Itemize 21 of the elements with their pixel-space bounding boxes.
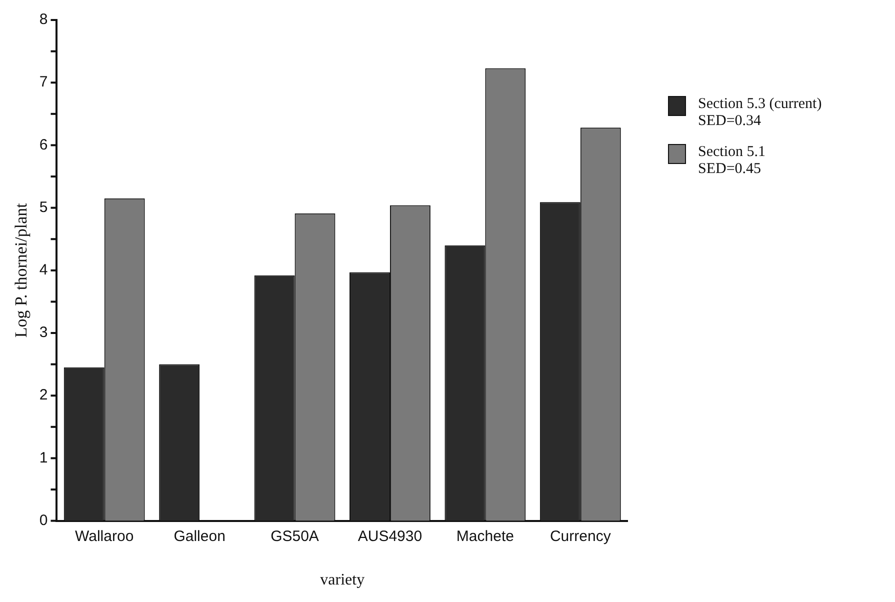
x-tick-label: Currency bbox=[550, 528, 612, 545]
legend-label: Section 5.1 bbox=[698, 144, 766, 161]
text: SED=0.45 bbox=[698, 161, 762, 178]
x-tick-label: GS50A bbox=[270, 528, 319, 545]
y-axis-title: Log P. thornei/plant bbox=[12, 202, 31, 338]
y-tick-label: 6 bbox=[39, 136, 48, 154]
y-tick-label: 8 bbox=[39, 11, 48, 28]
x-tick-label: Galleon bbox=[174, 528, 226, 545]
y-tick-label: 4 bbox=[39, 262, 48, 279]
y-tick-label: 3 bbox=[39, 324, 48, 342]
x-axis-title: variety bbox=[320, 572, 365, 589]
y-tick-label: 7 bbox=[39, 74, 48, 91]
legend-label: Section 5.3 (current) bbox=[698, 96, 822, 113]
y-tick-label: 0 bbox=[39, 512, 48, 529]
x-tick-label: Machete bbox=[456, 528, 514, 545]
y-tick-label: 5 bbox=[39, 198, 48, 216]
text: SED=0.34 bbox=[698, 113, 762, 130]
x-tick-label: AUS4930 bbox=[358, 528, 422, 545]
x-tick-label: Wallaroo bbox=[75, 528, 134, 545]
y-tick-label: 2 bbox=[39, 386, 48, 404]
y-tick-label: 1 bbox=[39, 449, 48, 466]
